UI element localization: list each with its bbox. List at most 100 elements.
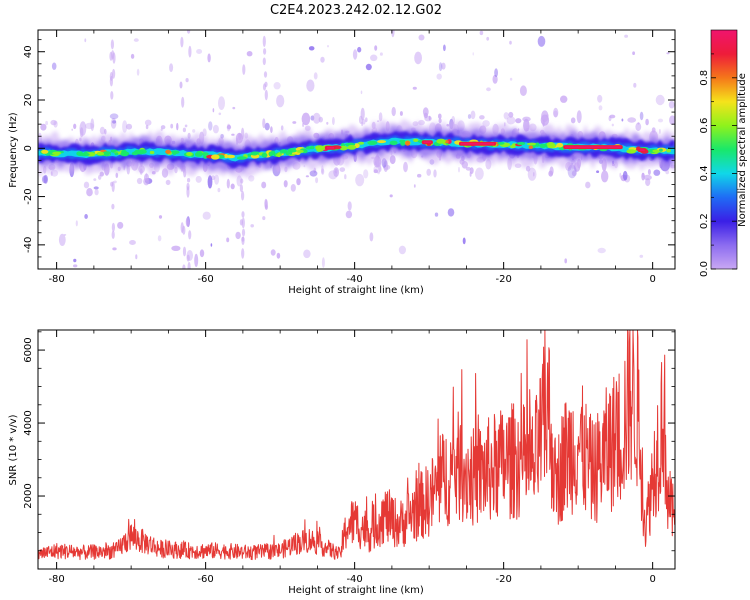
spectrogram-speckle (553, 107, 559, 118)
spectrogram-speckle (86, 188, 93, 197)
spectrogram-hotspot (539, 143, 547, 148)
spectrogram-hotspot (52, 151, 62, 155)
spectrogram-speckle (438, 113, 442, 119)
spectrogram-x-tick-label: -60 (197, 274, 213, 285)
spectrogram-speckle (250, 224, 254, 228)
spectrogram-hotspot (535, 142, 540, 147)
spectrogram-speckle (309, 170, 318, 177)
spectrogram-streak (180, 36, 184, 48)
spectrogram-streak (262, 35, 266, 48)
spectrogram-speckle (133, 38, 139, 42)
spectrogram-peak-core (423, 141, 431, 143)
spectrogram-heatmap (38, 30, 675, 269)
spectrogram-streak (188, 45, 192, 58)
spectrogram-speckle (75, 220, 78, 227)
spectrogram-streak (264, 204, 268, 210)
spectrogram-speckle (170, 123, 174, 129)
spectrogram-speckle (522, 116, 531, 122)
snr-x-tick-label: -20 (495, 574, 511, 585)
spectrogram-speckle (360, 107, 365, 121)
spectrogram-speckle (169, 63, 174, 72)
spectrogram-speckle (58, 233, 66, 246)
spectrogram-speckle (51, 62, 57, 70)
spectrogram-speckle (192, 129, 196, 133)
spectrogram-speckle (527, 167, 537, 181)
spectrogram-speckle (345, 210, 353, 219)
spectrogram-speckle (136, 177, 143, 185)
spectrogram-y-axis-label: Frequency (Hz) (8, 112, 19, 188)
spectrogram-speckle (533, 172, 535, 177)
spectrogram-streak (241, 190, 245, 201)
spectrogram-hotspot (203, 154, 208, 159)
snr-x-tick-label: -60 (197, 574, 213, 585)
spectrogram-streak (264, 89, 268, 101)
spectrogram-speckle (145, 124, 149, 130)
spectrogram-x-tick-label: -40 (346, 274, 362, 285)
spectrogram-speckle (145, 172, 148, 178)
spectrogram-hotspot (261, 152, 268, 158)
spectrogram-speckle (165, 179, 171, 186)
spectrogram-speckle (303, 249, 311, 259)
spectrogram-speckle (632, 51, 635, 55)
spectrogram-speckle (273, 82, 281, 90)
spectrogram-speckle (283, 180, 288, 188)
spectrogram-speckle (347, 201, 352, 211)
spectrogram-speckle (585, 181, 591, 189)
snr-ticks: -80 -60 -40 -20 0 2000 4000 6000 (23, 330, 675, 585)
spectrogram-streak (188, 230, 192, 240)
spectrogram-speckle (655, 94, 665, 106)
spectrogram-hotspot (200, 152, 209, 156)
spectrogram-speckle (376, 120, 380, 123)
spectrogram-hotspot (309, 145, 315, 150)
spectrogram-speckle (639, 111, 644, 121)
spectrogram-speckle (403, 161, 408, 173)
spectrogram-speckle (226, 124, 232, 130)
spectrogram-streak (181, 96, 185, 108)
spectrogram-speckle (668, 101, 675, 109)
spectrogram-speckle (226, 237, 230, 243)
spectrogram-speckle (292, 121, 297, 124)
spectrogram-speckle (641, 172, 645, 181)
spectrogram-hotspot (296, 149, 304, 153)
colorbar-tick-label: 0.4 (699, 165, 710, 181)
spectrogram-speckle (99, 126, 105, 135)
spectrogram-speckle (514, 163, 522, 168)
spectrogram-speckle (549, 166, 554, 176)
spectrogram-streak (112, 68, 116, 79)
spectrogram-speckle (84, 214, 88, 219)
spectrogram-hotspot (41, 149, 49, 154)
spectrogram-streak (182, 264, 186, 269)
spectrogram-speckle (365, 63, 372, 71)
spectrogram-streak (185, 78, 189, 83)
spectrogram-speckle (596, 170, 600, 173)
spectrogram-speckle (202, 211, 211, 220)
spectrogram-speckle (332, 116, 335, 126)
spectrogram-speckle (449, 118, 454, 130)
colorbar-label: Normalized spectral amplitude (737, 73, 748, 227)
spectrogram-speckle (113, 180, 117, 184)
spectrogram-speckle (519, 85, 527, 96)
colorbar-tick-label: 0.2 (699, 213, 710, 229)
spectrogram-hotspot (149, 150, 155, 155)
spectrogram-speckle (438, 118, 442, 124)
spectrogram-speckle (542, 119, 545, 127)
spectrogram-streak (111, 203, 115, 210)
snr-frame (37, 329, 676, 570)
spectrogram-speckle (117, 221, 124, 229)
spectrogram-speckle (515, 118, 522, 124)
spectrogram-speckle (246, 51, 253, 57)
spectrogram-speckle (195, 175, 202, 183)
spectrogram-speckle (619, 172, 622, 178)
spectrogram-speckle (313, 72, 318, 80)
spectrogram-speckle (377, 171, 380, 175)
spectrogram-speckle (639, 254, 644, 258)
spectrogram-speckle (199, 249, 205, 258)
spectrogram-hotspot (436, 138, 446, 144)
spectrogram-speckle (571, 170, 577, 177)
spectrogram-speckle (653, 169, 661, 176)
spectrogram-speckle (184, 124, 188, 128)
spectrogram-speckle (136, 68, 140, 76)
spectrogram-streak (241, 228, 246, 237)
spectrogram-speckle (122, 120, 128, 133)
spectrogram-speckle (506, 116, 516, 125)
